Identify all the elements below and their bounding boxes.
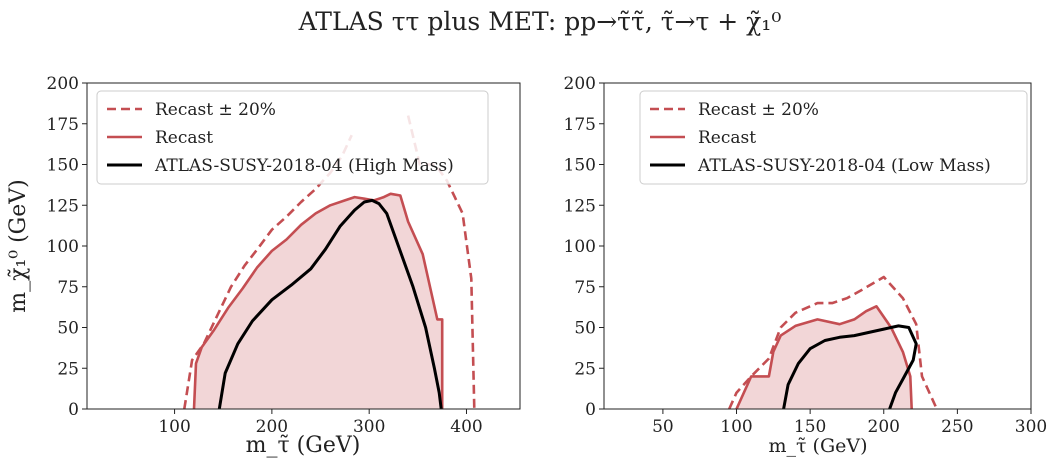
left-y-tick-label: 0 — [68, 400, 79, 420]
left-x-tick-label: 400 — [450, 417, 482, 437]
right-y-tick-label: 200 — [564, 74, 596, 94]
right-y-tick-label: 125 — [564, 196, 596, 216]
left-series-1-recast-20pct-contour — [406, 115, 476, 409]
left-y-tick-label: 125 — [47, 196, 79, 216]
right-x-tick-label: 100 — [720, 417, 752, 437]
left-y-tick-label: 200 — [47, 74, 79, 94]
left-x-tick-label: 300 — [353, 417, 385, 437]
left-panel: 100 200 300 400 0 25 50 75 100 125 150 175 200 Recas… — [6, 74, 521, 458]
left-series-3-recast-contour — [192, 192, 444, 409]
left-y-tick-label: 75 — [57, 278, 79, 298]
right-y-tick-label: 75 — [574, 278, 596, 298]
figure-title: ATLAS ττ plus MET: pp→τ̃τ̃, τ̃→τ + χ̃₁⁰ — [298, 7, 782, 36]
right-y-tick-label: 0 — [585, 400, 596, 420]
right-x-tick-label: 200 — [868, 417, 900, 437]
left-legend-box — [96, 90, 489, 185]
right-x-tick-label: 250 — [941, 417, 973, 437]
right-x-tick-label: 300 — [1015, 417, 1047, 437]
right-series-3-atlas-contour — [782, 324, 918, 409]
left-series-4-atlas-contour — [217, 198, 443, 409]
right-y-tick-label: 100 — [564, 237, 596, 257]
left-recast-fill-region — [194, 193, 443, 409]
left-y-tick-label: 25 — [57, 359, 79, 379]
left-x-tick-label: 200 — [256, 417, 288, 437]
right-legend-label: Recast — [698, 128, 756, 148]
right-y-tick-label: 50 — [574, 319, 596, 339]
right-y-tick-label: 150 — [564, 156, 596, 176]
right-legend: Recast ± 20% Recast ATLAS-SUSY-2018-04 (Lo… — [639, 90, 1028, 185]
right-panel: 50 100 150 200 250 3000255075100125150175200 … — [564, 74, 1048, 457]
left-legend-label: Recast ± 20% — [155, 100, 276, 120]
right-legend-label: Recast ± 20% — [698, 100, 819, 120]
left-y-axis-label: m_χ̃₁⁰ (GeV) — [6, 179, 31, 312]
right-ticks: 50 100 150 200 250 300 0 25 50 75 100 125 150 175 200 — [564, 74, 1048, 437]
left-y-tick-label: 100 — [47, 237, 79, 257]
right-plot-area — [728, 275, 938, 409]
right-x-tick-label: 150 — [794, 417, 826, 437]
left-x-axis-label: m_τ̃ (GeV) — [246, 433, 361, 458]
right-legend-label: ATLAS-SUSY-2018-04 (Low Mass) — [697, 156, 991, 176]
left-y-tick-label: 175 — [47, 115, 79, 135]
left-legend: Recast ± 20% Recast ATLAS-SUSY-2018-04 (Hi… — [96, 90, 489, 185]
right-x-axis-label: m_τ̃ (GeV) — [768, 435, 867, 457]
left-y-tick-label: 150 — [47, 156, 79, 176]
right-y-tick-label: 25 — [574, 359, 596, 379]
right-series-0-recast-20pct-contour — [728, 275, 938, 409]
right-y-tick-label: 175 — [564, 115, 596, 135]
right-legend-box — [639, 90, 1028, 185]
left-x-tick-label: 100 — [158, 417, 190, 437]
left-ticks: 100 200 300 400 0 25 50 75 100 125 150 175 200 — [47, 74, 483, 437]
right-series-2-recast-contour — [735, 304, 913, 409]
left-legend-label: Recast — [155, 128, 213, 148]
right-x-tick-label: 50 — [652, 417, 674, 437]
left-y-tick-label: 50 — [57, 319, 79, 339]
left-legend-label: ATLAS-SUSY-2018-04 (High Mass) — [154, 156, 454, 176]
